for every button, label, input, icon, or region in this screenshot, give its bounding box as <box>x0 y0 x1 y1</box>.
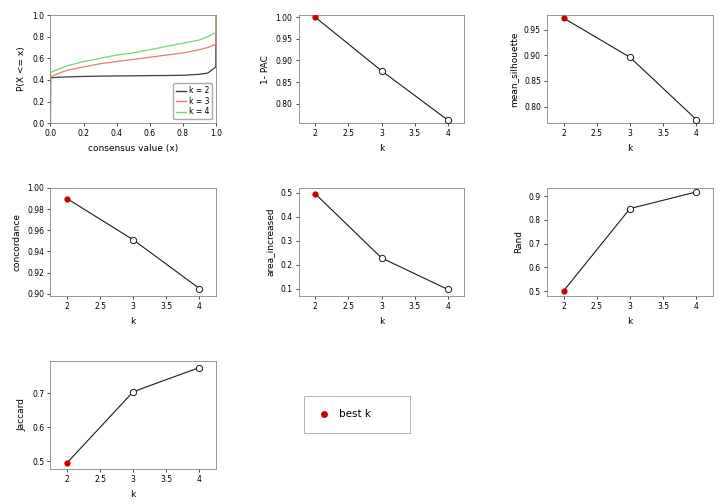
Y-axis label: 1- PAC: 1- PAC <box>261 54 270 84</box>
Legend: k = 2, k = 3, k = 4: k = 2, k = 3, k = 4 <box>174 83 212 119</box>
X-axis label: k: k <box>379 144 384 153</box>
Y-axis label: Jaccard: Jaccard <box>17 398 27 431</box>
X-axis label: k: k <box>130 317 136 326</box>
X-axis label: k: k <box>379 317 384 326</box>
X-axis label: k: k <box>627 144 633 153</box>
Y-axis label: area_increased: area_increased <box>266 208 275 276</box>
Y-axis label: Rand: Rand <box>514 230 523 254</box>
FancyBboxPatch shape <box>304 396 410 433</box>
Y-axis label: concordance: concordance <box>12 213 22 271</box>
X-axis label: consensus value (x): consensus value (x) <box>88 144 179 153</box>
X-axis label: k: k <box>130 489 136 498</box>
X-axis label: k: k <box>627 317 633 326</box>
Text: best k: best k <box>338 409 371 419</box>
Y-axis label: P(X <= x): P(X <= x) <box>17 47 27 92</box>
Y-axis label: mean_silhouette: mean_silhouette <box>509 31 518 107</box>
